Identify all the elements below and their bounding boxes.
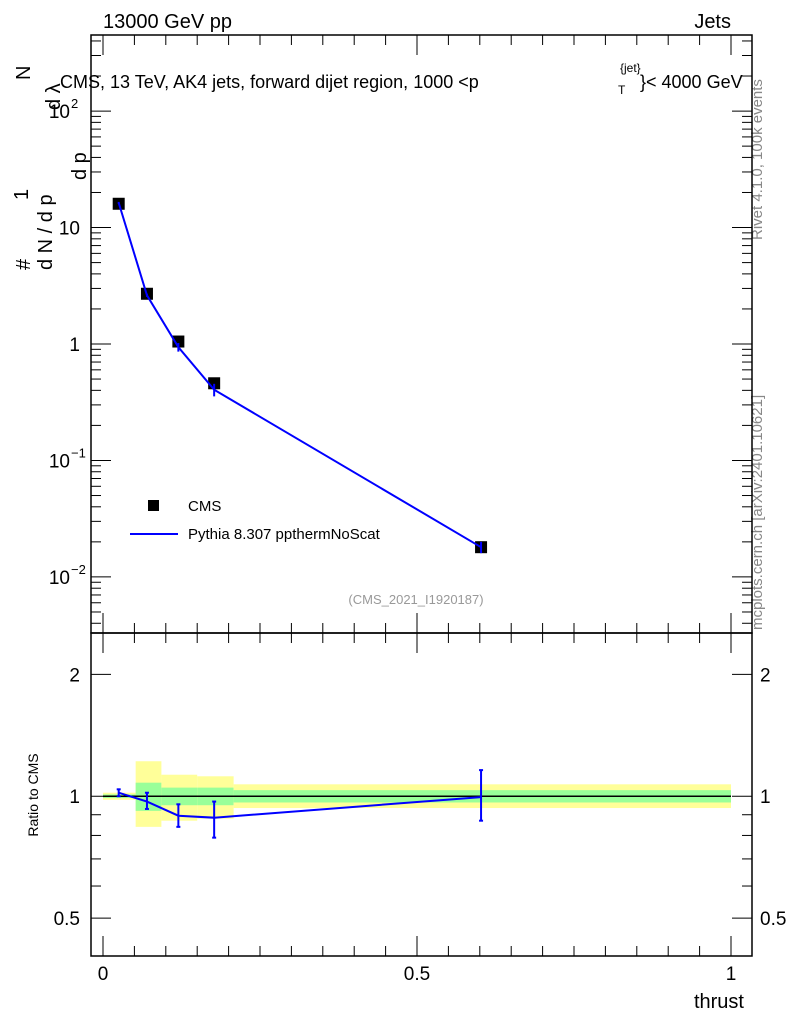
- ratio-frame: [90, 632, 753, 957]
- y-tick-exponent: −1: [71, 445, 86, 460]
- ratio-y-tick-label: 0.5: [54, 909, 80, 930]
- ylabel-one: 1: [11, 189, 33, 200]
- legend-cms-marker: [148, 500, 159, 511]
- ratio-y-tick-label: 2: [69, 665, 80, 686]
- x-tick-label: 0.5: [404, 964, 430, 985]
- main-frame: [90, 34, 753, 634]
- title-sub: T: [618, 83, 626, 97]
- title-tail: }< 4000 GeV: [640, 72, 743, 92]
- ratio-ylabel: Ratio to CMS: [25, 753, 41, 836]
- rivet-label: Rivet 4.1.0, 100k events: [749, 79, 766, 240]
- mcplots-label: mcplots.cern.ch [arXiv:2401.10621]: [749, 395, 766, 630]
- y-tick-label: 10: [49, 568, 70, 589]
- y-tick-label: 1: [69, 335, 80, 356]
- x-tick-label: 1: [726, 964, 737, 985]
- legend-cms-label: CMS: [188, 498, 221, 515]
- y-axis-label: # d N / d p 1 d p d λ N: [11, 66, 91, 270]
- y-tick-label: 10: [49, 102, 70, 123]
- main-title: CMS, 13 TeV, AK4 jets, forward dijet reg…: [60, 61, 743, 97]
- ylabel-denominator: d N / d p: [35, 194, 57, 270]
- ratio-y-tick-label-right: 2: [760, 665, 771, 686]
- legend: CMS Pythia 8.307 ppthermNoScat: [130, 498, 381, 543]
- ratio-y-tick-label: 1: [69, 787, 80, 808]
- ylabel-dpt: d p: [69, 152, 91, 180]
- mc-line: [117, 202, 482, 549]
- x-tick-label: 0: [98, 964, 109, 985]
- y-tick-label: 10: [59, 219, 80, 240]
- x-axis-label: thrust: [694, 991, 744, 1013]
- header-right: Jets: [694, 11, 731, 33]
- header-left: 13000 GeV pp: [103, 11, 232, 33]
- cms-data-point: [172, 335, 185, 348]
- title-sup: {jet}: [620, 61, 641, 75]
- ratio-y-tick-label-right: 0.5: [760, 909, 786, 930]
- ylabel-hash: #: [13, 258, 35, 270]
- ratio-y-tick-label-right: 1: [760, 787, 771, 808]
- y-tick-exponent: 2: [71, 96, 78, 111]
- title-main: CMS, 13 TeV, AK4 jets, forward dijet reg…: [60, 72, 479, 92]
- y-tick-label: 10: [49, 451, 70, 472]
- y-tick-exponent: −2: [71, 562, 86, 577]
- legend-mc-label: Pythia 8.307 ppthermNoScat: [188, 526, 381, 543]
- analysis-id: (CMS_2021_I1920187): [348, 592, 483, 607]
- ylabel-dN: N: [13, 66, 35, 80]
- ylabel-dlambda: d λ: [43, 83, 65, 110]
